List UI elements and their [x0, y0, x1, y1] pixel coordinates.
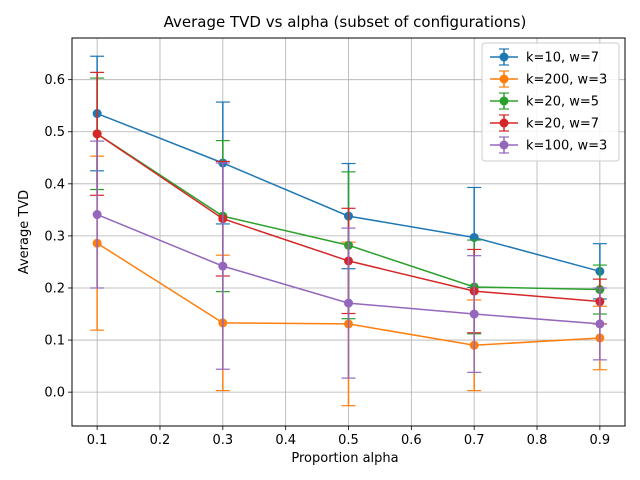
y-tick-label: 0.6 — [44, 73, 65, 88]
legend-marker — [499, 118, 509, 128]
data-point — [218, 261, 228, 271]
chart-title: Average TVD vs alpha (subset of configur… — [164, 13, 527, 31]
x-tick-label: 0.2 — [150, 433, 171, 448]
legend-label: k=200, w=3 — [526, 73, 607, 88]
x-tick-label: 0.3 — [212, 433, 233, 448]
legend-marker — [499, 52, 509, 62]
data-point — [92, 210, 102, 220]
legend-entry-2: k=20, w=5 — [490, 92, 599, 110]
legend: k=10, w=7 k=200, w=3 k=20, w=5 k=20, w=7 k=1… — [481, 42, 620, 162]
legend-entry-3: k=20, w=7 — [490, 114, 599, 132]
legend-label: k=10, w=7 — [526, 51, 599, 66]
axis-ticks: 0.1 0.2 0.3 0.4 0.5 0.6 0.7 0.8 0.9 0.0 0.1 0.2 0.3 0… — [44, 73, 610, 448]
legend-marker — [499, 140, 509, 150]
x-tick-label: 0.9 — [590, 433, 611, 448]
legend-entry-4: k=100, w=3 — [490, 136, 607, 154]
data-point — [469, 309, 479, 319]
legend-entry-0: k=10, w=7 — [490, 48, 599, 66]
legend-label: k=20, w=7 — [526, 117, 599, 132]
y-tick-label: 0.2 — [44, 281, 65, 296]
legend-marker — [499, 96, 509, 106]
legend-entry-1: k=200, w=3 — [490, 70, 607, 88]
y-tick-label: 0.5 — [44, 125, 65, 140]
x-tick-label: 0.5 — [338, 433, 359, 448]
y-axis-title: Average TVD — [17, 190, 32, 274]
legend-marker — [499, 74, 509, 84]
x-tick-label: 0.8 — [527, 433, 548, 448]
x-tick-label: 0.7 — [464, 433, 485, 448]
data-point — [344, 298, 353, 308]
y-tick-label: 0.0 — [44, 386, 65, 401]
y-tick-label: 0.3 — [44, 229, 65, 244]
y-tick-label: 0.4 — [44, 177, 65, 192]
legend-box — [481, 42, 620, 162]
legend-label: k=20, w=5 — [526, 95, 599, 110]
x-tick-label: 0.1 — [87, 433, 108, 448]
series-4 — [90, 140, 607, 379]
data-point — [92, 129, 102, 139]
y-tick-label: 0.1 — [44, 334, 65, 349]
x-tick-label: 0.4 — [275, 433, 296, 448]
x-axis-title: Proportion alpha — [291, 451, 398, 466]
data-point — [595, 319, 605, 329]
series-layer — [90, 55, 607, 407]
legend-label: k=100, w=3 — [526, 139, 607, 154]
x-tick-label: 0.6 — [401, 433, 422, 448]
